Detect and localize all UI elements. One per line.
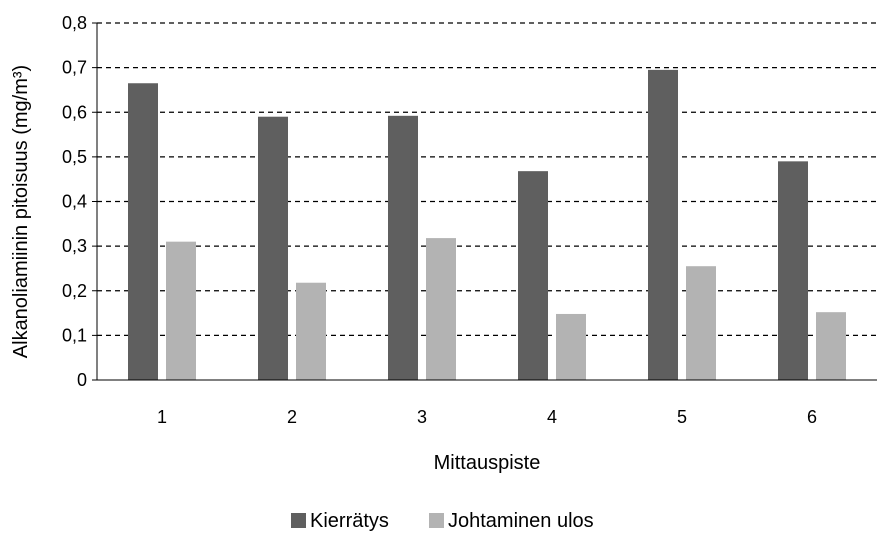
- legend-swatch-kierratys: [291, 513, 306, 528]
- x-tick-label: 6: [807, 407, 817, 427]
- axes: [96, 23, 877, 381]
- bar-kierratys: [388, 115, 418, 380]
- bar-kierratys: [778, 161, 808, 380]
- y-tick-label: 0,3: [62, 236, 87, 256]
- y-tick-label: 0: [77, 370, 87, 390]
- bars: [128, 69, 846, 381]
- y-tick-label: 0,8: [62, 13, 87, 33]
- x-tick-label: 3: [417, 407, 427, 427]
- y-tick-label: 0,2: [62, 281, 87, 301]
- bar-johtaminen-ulos: [556, 313, 586, 380]
- legend-label-kierratys: Kierrätys: [310, 510, 389, 532]
- y-tick-label: 0,6: [62, 102, 87, 122]
- bar-johtaminen-ulos: [296, 282, 326, 380]
- x-tick-label: 1: [157, 407, 167, 427]
- x-tick-label: 5: [677, 407, 687, 427]
- x-tick-labels: 1 2 3 4 5 6: [157, 407, 817, 427]
- legend-swatch-johtaminen-ulos: [429, 513, 444, 528]
- y-tick-label: 0,4: [62, 192, 87, 212]
- x-tick-label: 2: [287, 407, 297, 427]
- gridlines: [92, 22, 877, 381]
- legend-label-johtaminen-ulos: Johtaminen ulos: [448, 510, 594, 532]
- y-tick-label: 0,1: [62, 325, 87, 345]
- y-tick-label: 0,7: [62, 58, 87, 78]
- y-axis-title: Alkanoliamiinin pitoisuus (mg/m³): [10, 65, 32, 358]
- bar-johtaminen-ulos: [686, 266, 716, 380]
- bar-kierratys: [518, 171, 548, 380]
- bar-kierratys: [128, 83, 158, 381]
- bar-johtaminen-ulos: [166, 241, 196, 380]
- bar-kierratys: [648, 69, 678, 380]
- y-tick-label: 0,5: [62, 147, 87, 167]
- bar-johtaminen-ulos: [426, 238, 456, 380]
- legend: Kierrätys Johtaminen ulos: [291, 510, 594, 532]
- bar-kierratys: [258, 116, 288, 381]
- y-tick-labels: 0 0,1 0,2 0,3 0,4 0,5 0,6 0,7 0,8: [62, 13, 87, 390]
- x-axis-title: Mittauspiste: [434, 452, 541, 474]
- x-tick-label: 4: [547, 407, 557, 427]
- bar-johtaminen-ulos: [816, 312, 846, 380]
